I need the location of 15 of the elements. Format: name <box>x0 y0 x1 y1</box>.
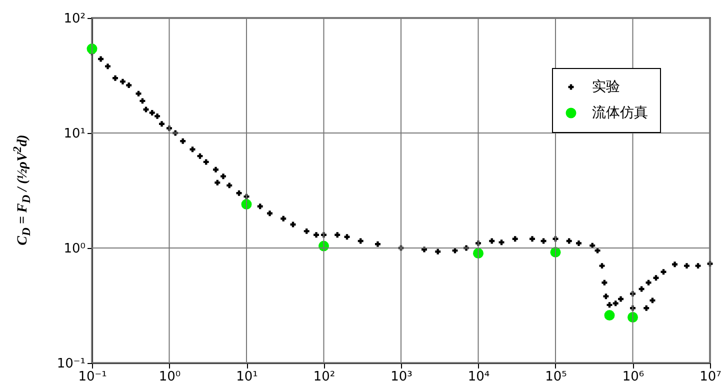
x-tick-label: 10¹ <box>236 370 258 384</box>
x-tick-label: 10⁶ <box>622 370 644 384</box>
x-tick-label: 10³ <box>390 370 412 384</box>
legend-label: 实验 <box>592 79 620 95</box>
x-tick-label: 10⁻¹ <box>78 370 107 384</box>
x-tick-label: 10² <box>313 370 336 384</box>
y-tick-label: 10⁻¹ <box>56 356 86 372</box>
y-tick-label: 10¹ <box>64 126 86 142</box>
x-tick-label: 10⁵ <box>545 370 567 384</box>
y-tick-label: 10⁰ <box>64 242 86 256</box>
legend-label: 流体仿真 <box>592 105 648 121</box>
x-tick-label: 10⁰ <box>158 370 181 384</box>
y-tick-label: 10² <box>64 12 86 26</box>
x-tick-label: 10⁷ <box>700 370 722 384</box>
x-tick-label: 10⁴ <box>468 370 490 384</box>
